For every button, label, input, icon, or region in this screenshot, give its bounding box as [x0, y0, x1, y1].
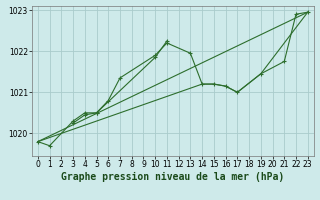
X-axis label: Graphe pression niveau de la mer (hPa): Graphe pression niveau de la mer (hPa) [61, 172, 284, 182]
